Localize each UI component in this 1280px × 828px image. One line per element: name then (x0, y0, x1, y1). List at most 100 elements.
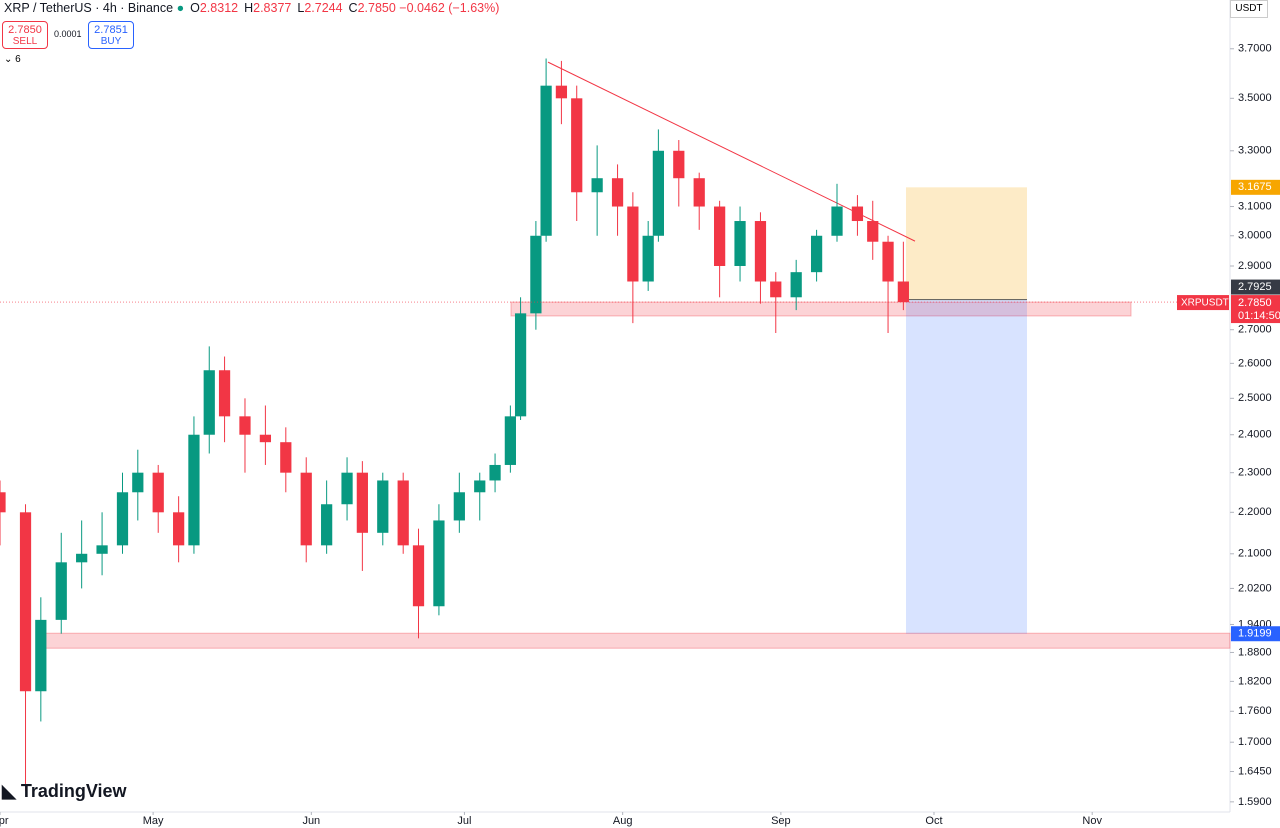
symbol-tag-bg (1177, 295, 1229, 311)
sell-label: SELL (12, 36, 38, 47)
candle-body (770, 281, 782, 298)
candle-body (673, 150, 685, 179)
symbol-header: XRP / TetherUS · 4h · Binance ● O2.8312 H2… (4, 1, 500, 15)
x-tick-label: Aug (613, 815, 633, 827)
candle-body (300, 472, 312, 546)
y-tick-label: 1.6450 (1238, 765, 1272, 777)
candle-body (652, 150, 664, 236)
target-label-bg (1231, 626, 1280, 642)
x-tick-label: Jul (457, 815, 471, 827)
stop-zone (906, 187, 1027, 300)
x-tick-label: Oct (925, 815, 942, 827)
candle-body (397, 480, 409, 546)
y-tick-label: 1.8200 (1238, 675, 1272, 687)
candle-body (96, 545, 108, 554)
spread: 0.0001 (54, 29, 82, 39)
buy-price: 2.7851 (94, 24, 128, 36)
y-tick-label: 2.4000 (1238, 429, 1272, 441)
ohlc-value: 2.8377 (253, 1, 292, 15)
candle-body (203, 370, 215, 435)
ohlc-key: C (348, 1, 358, 15)
y-tick-label: 2.1000 (1238, 548, 1272, 560)
brand: TradingView (20, 781, 127, 801)
price-axis (1230, 0, 1280, 828)
candle-body (259, 434, 272, 443)
candle-body (76, 553, 88, 563)
ohlc-key: L (297, 1, 305, 15)
x-tick-label: May (143, 815, 164, 827)
candle-body (851, 206, 864, 222)
buy-label: BUY (100, 36, 122, 47)
y-tick-label: 1.8800 (1238, 646, 1272, 658)
candle-body (882, 241, 894, 282)
indicators-toggle[interactable]: ⌄ 6 (4, 54, 21, 65)
x-tick-label: Nov (1082, 815, 1102, 827)
x-tick-label: Apr (0, 815, 9, 827)
indicator-count: 6 (15, 54, 21, 65)
sell-button[interactable]: 2.7850 SELL (2, 21, 48, 49)
currency-selector[interactable]: USDT (1230, 0, 1268, 18)
candle-body (377, 480, 389, 533)
candle-body (341, 472, 353, 505)
y-tick-label: 2.5000 (1238, 392, 1272, 404)
candle-body (504, 416, 516, 465)
target-zone (906, 299, 1027, 634)
candle-body (611, 178, 624, 207)
candle-body (790, 272, 802, 298)
candle-body (55, 562, 67, 620)
entry-label: 2.7925 (1238, 281, 1272, 293)
candle-body (714, 206, 726, 266)
ohlc-value: 2.7244 (304, 1, 343, 15)
sell-price: 2.7850 (8, 24, 42, 36)
candle-body (489, 464, 501, 481)
entry-label-bg (1231, 279, 1280, 295)
stop-label: 3.1675 (1238, 181, 1272, 193)
candle-body (239, 416, 251, 435)
candle-body (152, 472, 164, 513)
y-tick-label: 2.9000 (1238, 260, 1272, 272)
candle-body (555, 85, 568, 99)
candle-body (132, 472, 144, 493)
candle-body (571, 98, 583, 193)
candle-body (0, 492, 6, 513)
candle-body (831, 206, 843, 236)
ohlc-key: O (190, 1, 200, 15)
y-tick-label: 2.7000 (1238, 324, 1272, 336)
y-tick-label: 1.7000 (1238, 736, 1272, 748)
candle-body (321, 504, 333, 546)
support-zone (510, 301, 1132, 317)
candle-body (810, 235, 823, 273)
y-tick-label: 3.0000 (1238, 230, 1272, 242)
y-tick-label: 3.5000 (1238, 92, 1272, 104)
candle-body (754, 221, 767, 282)
candle-body (280, 442, 292, 473)
y-tick-label: 1.5900 (1238, 796, 1272, 808)
candle-body (642, 235, 654, 282)
y-tick-label: 3.1000 (1238, 200, 1272, 212)
candle-body (412, 545, 425, 607)
symbol[interactable]: XRP / TetherUS · 4h · Binance (4, 1, 174, 15)
candle-body (693, 178, 705, 207)
candle-body (173, 512, 185, 546)
symbol-tag: XRPUSDT (1181, 298, 1229, 309)
last-price-label: 2.7850 (1238, 297, 1272, 309)
support-zone (42, 632, 1231, 649)
y-tick-label: 2.3000 (1238, 467, 1272, 479)
candle-body (356, 472, 368, 533)
y-tick-label: 3.3000 (1238, 145, 1272, 157)
candle-body (116, 492, 129, 546)
candle-body (474, 480, 486, 493)
candle-body (35, 619, 47, 692)
candle-body (734, 221, 746, 266)
candle-body (19, 512, 32, 692)
candle-body (530, 235, 542, 314)
change: −0.0462 (−1.63%) (399, 1, 500, 15)
ohlc-key: H (244, 1, 254, 15)
y-tick-label: 2.2000 (1238, 506, 1272, 518)
y-tick-label: 1.7600 (1238, 705, 1272, 717)
brand-logo: ◣ TradingView (2, 781, 127, 801)
candle-body (453, 492, 465, 521)
y-tick-label: 2.0200 (1238, 582, 1272, 594)
buy-button[interactable]: 2.7851 BUY (88, 21, 134, 49)
